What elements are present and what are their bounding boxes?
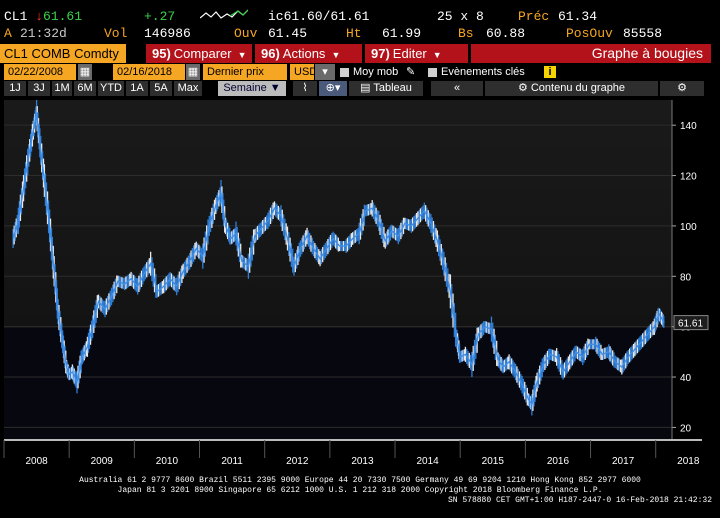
x-tick-label: 2014: [416, 456, 439, 467]
x-tick-label: 2010: [156, 456, 179, 467]
period-button-5a[interactable]: 5A: [150, 81, 172, 96]
row2-prefix: A: [4, 26, 12, 41]
quote-line-1: CL1 ↓61.61: [4, 9, 82, 24]
ticker: CL1: [4, 9, 28, 24]
info-icon[interactable]: i: [544, 66, 556, 78]
interval-select[interactable]: Semaine ▼: [218, 81, 286, 96]
edit-button[interactable]: 97) Editer ▼: [365, 44, 468, 63]
checkbox-icon: [428, 67, 437, 77]
last-price: 61.61: [43, 9, 83, 24]
checkbox-icon: [340, 67, 349, 77]
period-button-1a[interactable]: 1A: [126, 81, 148, 96]
bid-ask: ic61.60/61.61: [268, 9, 370, 24]
footer-copyright: Japan 81 3 3201 8900 Singapore 65 6212 1…: [117, 486, 603, 495]
y-tick-label: 100: [680, 222, 697, 233]
last-value-box: [673, 315, 709, 331]
caret-down-icon[interactable]: ▾: [315, 64, 335, 80]
actions-button[interactable]: 96) Actions ▼: [255, 44, 362, 63]
currency-select[interactable]: USD: [290, 64, 317, 80]
high-label: Ht: [346, 26, 362, 41]
table-button[interactable]: ▤ Tableau: [349, 81, 423, 96]
pencil-icon[interactable]: ✎: [406, 66, 416, 78]
caret-down-icon: ▼: [331, 50, 341, 60]
period-button-6m[interactable]: 6M: [74, 81, 96, 96]
x-tick-label: 2018: [677, 456, 700, 467]
caret-down-icon: ▼: [269, 82, 281, 94]
period-button-1j[interactable]: 1J: [4, 81, 26, 96]
y-tick-label: 140: [680, 121, 697, 132]
x-tick-label: 2015: [482, 456, 505, 467]
period-button-ytd[interactable]: YTD: [98, 81, 124, 96]
sparkline-icon: [200, 9, 248, 19]
chart-type-title: Graphe à bougies: [471, 44, 711, 63]
y-tick-label: 120: [680, 172, 697, 183]
last-value-label: 61.61: [678, 319, 703, 330]
open: 61.45: [268, 26, 308, 41]
open-label: Ouv: [234, 26, 258, 41]
period-button-3j[interactable]: 3J: [28, 81, 50, 96]
period-button-max[interactable]: Max: [174, 81, 202, 96]
low-label: Bs: [458, 26, 474, 41]
open-interest: 85558: [623, 26, 663, 41]
price-change: +.27: [144, 9, 176, 24]
high: 61.99: [382, 26, 422, 41]
down-arrow-icon: ↓: [35, 9, 44, 24]
settings-icon: ⚙: [517, 82, 531, 94]
key-events-toggle[interactable]: Evènements clés: [428, 64, 525, 80]
volume: 146986: [144, 26, 191, 41]
x-tick-label: 2012: [286, 456, 309, 467]
chart-content-button[interactable]: ⚙ Contenu du graphe: [485, 81, 658, 96]
security-field[interactable]: CL1 COMB Comdty: [0, 44, 126, 63]
period-button-1m[interactable]: 1M: [52, 81, 72, 96]
start-date-input[interactable]: 02/22/2008: [4, 64, 76, 80]
calendar-icon[interactable]: ▦: [186, 64, 200, 80]
price-chart: 20406080100120140 2008200920102011201220…: [3, 100, 709, 467]
collapse-button[interactable]: «: [431, 81, 483, 96]
low: 60.88: [486, 26, 526, 41]
caret-down-icon: ▼: [237, 50, 247, 60]
footer-session: SN 578880 CET GMT+1:00 H187-2447-0 16-Fe…: [447, 496, 712, 505]
price-field-select[interactable]: Dernier prix: [203, 64, 287, 80]
y-tick-label: 80: [680, 272, 692, 283]
y-tick-label: 40: [680, 373, 692, 384]
line-chart-icon[interactable]: ⌇: [293, 81, 317, 96]
table-icon: ▤: [360, 82, 374, 94]
quote-time: 21:32d: [20, 26, 67, 41]
moving-average-toggle[interactable]: Moy mob: [340, 64, 398, 80]
prev-close: 61.34: [558, 9, 598, 24]
x-tick-label: 2009: [91, 456, 114, 467]
crosshair-icon[interactable]: ⊕▾: [319, 81, 347, 96]
x-tick-label: 2016: [547, 456, 570, 467]
x-tick-label: 2017: [612, 456, 635, 467]
lower-band: [4, 328, 672, 440]
end-date-input[interactable]: 02/16/2018: [113, 64, 185, 80]
open-interest-label: PosOuv: [566, 26, 613, 41]
prev-close-label: Préc: [518, 9, 550, 24]
calendar-icon[interactable]: ▦: [78, 64, 92, 80]
x-tick-label: 2008: [25, 456, 48, 467]
bid-ask-size: 25 x 8: [437, 9, 484, 24]
menu-bar: CL1 COMB Comdty 95) Comparer ▼ 96) Actions ▼…: [0, 44, 720, 63]
y-tick-label: 20: [680, 423, 692, 434]
compare-button[interactable]: 95) Comparer ▼: [146, 44, 252, 63]
caret-down-icon: ▼: [432, 50, 442, 60]
x-tick-label: 2013: [351, 456, 374, 467]
volume-label: Vol: [104, 26, 128, 41]
gear-icon[interactable]: ⚙: [660, 81, 704, 96]
footer-contacts: Australia 61 2 9777 8600 Brazil 5511 239…: [79, 476, 641, 485]
x-tick-label: 2011: [221, 456, 243, 467]
price-series-line: [12, 112, 665, 407]
